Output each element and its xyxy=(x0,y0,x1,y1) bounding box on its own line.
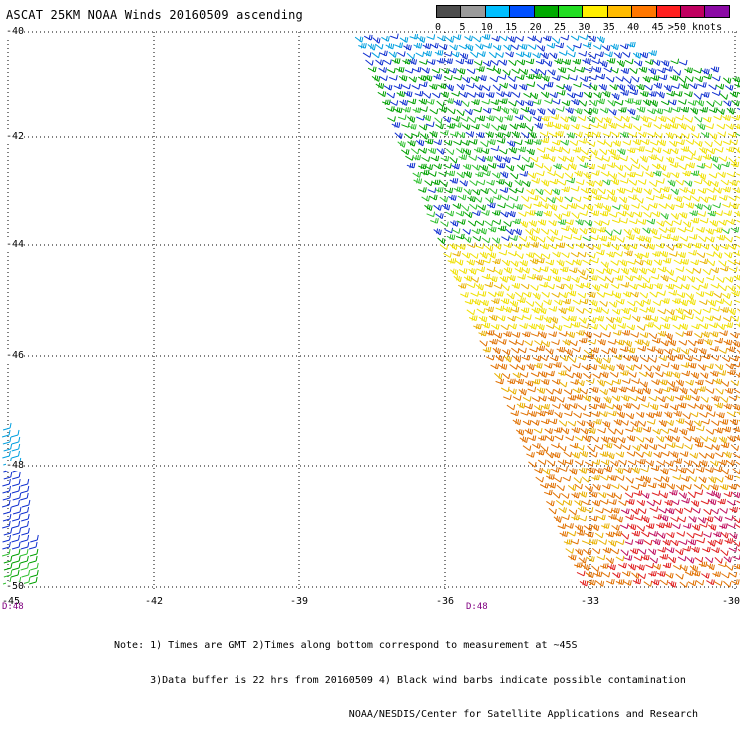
footer-notes: Note: 1) Times are GMT 2)Times along bot… xyxy=(114,617,698,732)
latitude-label: -44 xyxy=(6,240,24,250)
longitude-label: -42 xyxy=(145,596,163,607)
wind-barbs xyxy=(2,34,740,588)
longitude-label: -39 xyxy=(290,596,308,607)
latitude-label: -42 xyxy=(6,132,24,142)
longitude-label: -30 xyxy=(722,596,740,607)
longitude-label: -36 xyxy=(436,596,454,607)
latitude-label: -40 xyxy=(6,27,24,37)
latitude-label: -46 xyxy=(6,351,24,361)
latitude-label: -48 xyxy=(6,461,24,471)
time-label-mid: D:48 xyxy=(466,602,488,612)
note-line-2: 3)Data buffer is 22 hrs from 20160509 4)… xyxy=(114,675,698,687)
latitude-label: -50 xyxy=(6,582,24,592)
graticule-grid xyxy=(8,32,740,590)
time-label-left: D:48 xyxy=(2,602,24,612)
wind-map-plot xyxy=(0,0,740,600)
longitude-label: -33 xyxy=(581,596,599,607)
note-line-3: NOAA/NESDIS/Center for Satellite Applica… xyxy=(114,709,698,721)
